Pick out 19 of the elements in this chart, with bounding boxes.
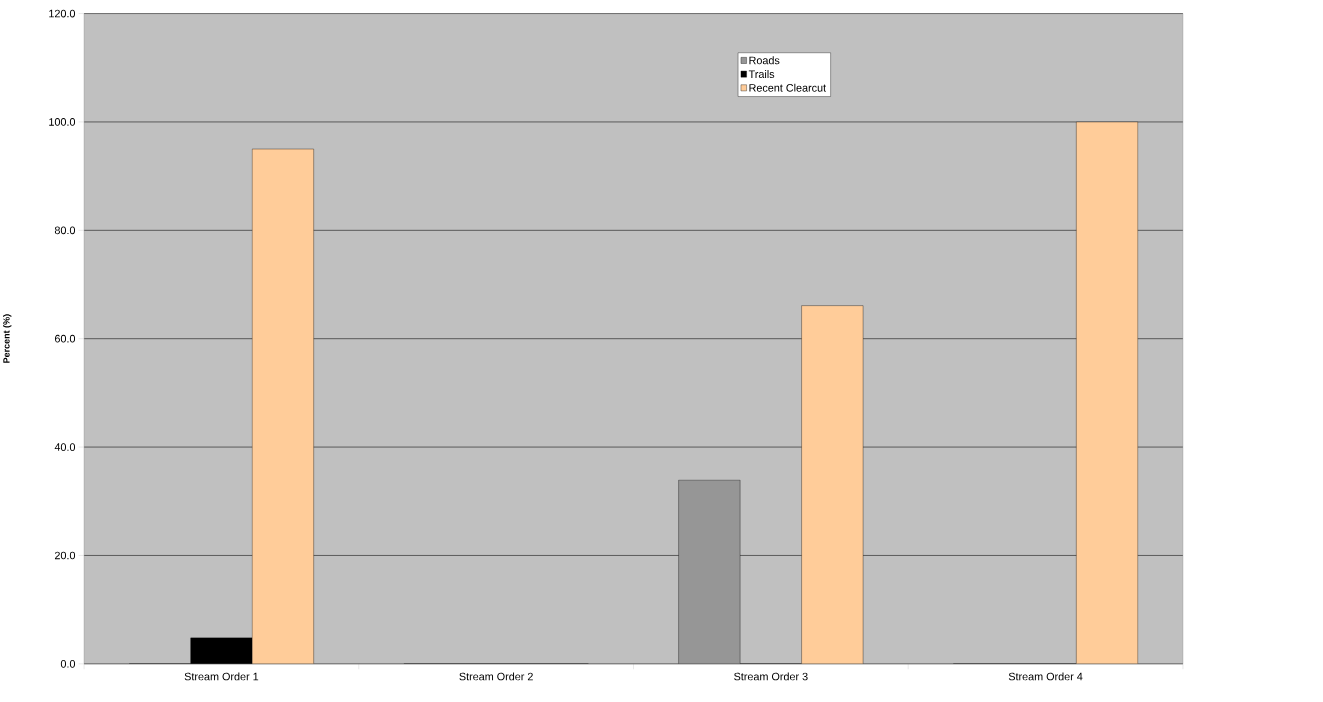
legend-label: Recent Clearcut xyxy=(749,83,826,92)
x-tick-label: Stream Order 1 xyxy=(184,672,259,681)
y-axis-title: Percent (%) xyxy=(3,314,12,363)
y-tick-label: 60.0 xyxy=(54,334,76,343)
y-tick-label: 40.0 xyxy=(54,443,76,451)
bar xyxy=(801,305,864,664)
y-tick-label: 20.0 xyxy=(54,551,76,560)
bar xyxy=(252,148,314,664)
bar xyxy=(1076,121,1138,664)
y-tick-label: 0.0 xyxy=(60,660,76,668)
x-tick-label: Stream Order 2 xyxy=(459,672,533,681)
x-tick-label: Stream Order 3 xyxy=(734,672,808,681)
legend-label: Roads xyxy=(749,56,780,65)
y-tick-label: 100.0 xyxy=(49,118,76,126)
x-tick-label: Stream Order 4 xyxy=(1008,672,1083,681)
legend-label: Trails xyxy=(748,70,775,79)
bar xyxy=(678,480,741,664)
y-tick-label: 120.0 xyxy=(49,9,76,18)
y-tick-label: 80.0 xyxy=(54,226,76,235)
